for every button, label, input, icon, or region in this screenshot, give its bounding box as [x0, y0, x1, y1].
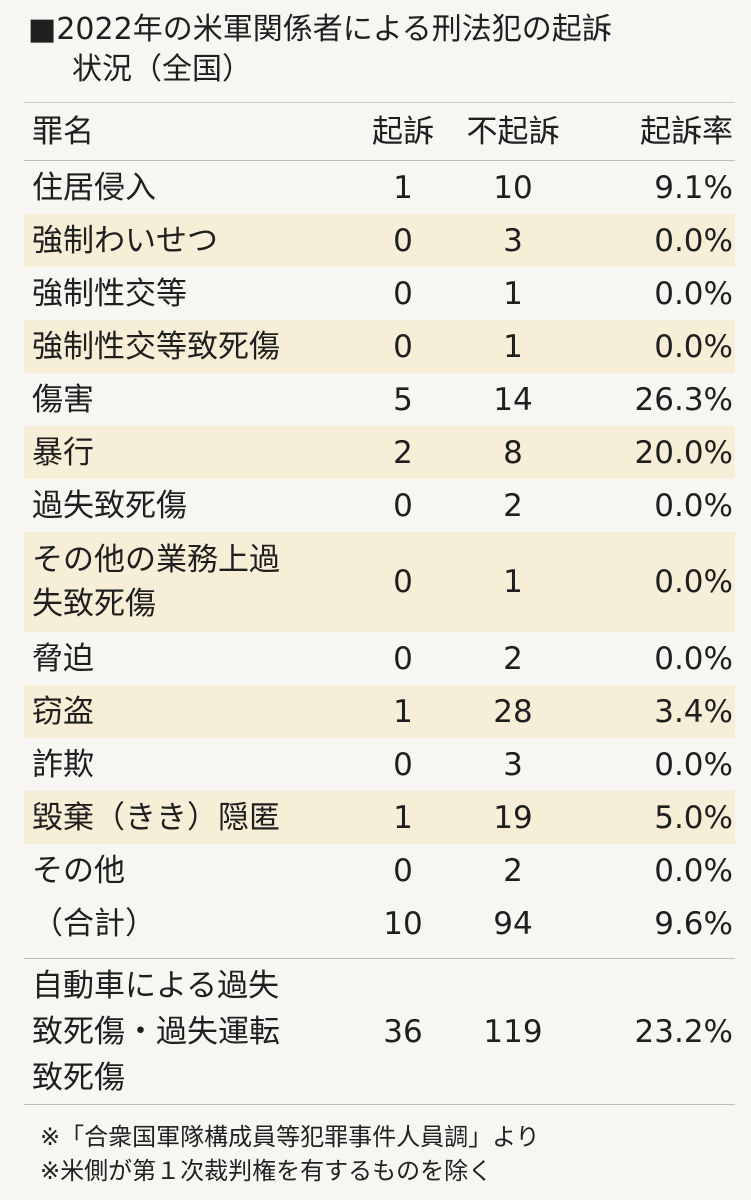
table-row: 傷害 5 14 26.3%	[24, 373, 735, 426]
row-crime: 住居侵入	[32, 169, 156, 206]
row-crime: 毀棄（きき）隠匿	[32, 799, 280, 836]
table-row: その他の業務上過 失致死傷 0 1 0.0%	[24, 532, 735, 632]
row-not-prosecuted: 3	[503, 746, 523, 783]
row-prosecuted: 2	[393, 434, 413, 471]
row-not-prosecuted: 28	[493, 693, 533, 730]
row-rate: 0.0%	[654, 487, 733, 524]
row-prosecuted: 0	[393, 222, 413, 259]
row-rate: 26.3%	[634, 381, 733, 418]
table-row: 暴行 2 8 20.0%	[24, 426, 735, 479]
total-not-prosecuted: 94	[493, 905, 533, 942]
header-prosecuted: 起訴	[372, 113, 434, 150]
total-rate: 9.6%	[654, 905, 733, 942]
header-not-prosecuted: 不起訴	[466, 113, 560, 150]
total-row: （合計） 10 94 9.6%	[24, 897, 735, 950]
source-note: ※「合衆国軍隊構成員等犯罪事件人員調」より	[40, 1123, 540, 1151]
row-rate: 0.0%	[654, 564, 733, 600]
row-prosecuted: 5	[393, 381, 413, 418]
row-not-prosecuted: 8	[503, 434, 523, 471]
row-prosecuted: 1	[393, 693, 413, 730]
exclusion-note: ※米側が第１次裁判権を有するものを除く	[40, 1157, 493, 1185]
row-prosecuted: 0	[393, 564, 413, 600]
total-crime: （合計）	[32, 905, 156, 942]
table-row: 過失致死傷 0 2 0.0%	[24, 479, 735, 532]
table-row: 詐欺 0 3 0.0%	[24, 738, 735, 791]
row-prosecuted: 0	[393, 746, 413, 783]
row-crime: その他の業務上過 失致死傷	[24, 538, 358, 626]
row-crime: 強制わいせつ	[32, 222, 218, 259]
total-prosecuted: 10	[383, 905, 423, 942]
row-rate: 3.4%	[654, 693, 733, 730]
footnotes: ※「合衆国軍隊構成員等犯罪事件人員調」より ※米側が第１次裁判権を有するものを除…	[40, 1120, 740, 1188]
row-rate: 0.0%	[654, 275, 733, 312]
vehicle-offense-prosecuted: 36	[383, 1013, 423, 1050]
title-line-2: 状況（全国）	[72, 52, 252, 87]
vehicle-offense-crime: 自動車による過失 致死傷・過失運転 致死傷	[24, 963, 358, 1101]
row-rate: 0.0%	[654, 328, 733, 365]
table-row: その他 0 2 0.0%	[24, 844, 735, 897]
row-crime: 暴行	[32, 434, 94, 471]
row-not-prosecuted: 1	[503, 328, 523, 365]
row-rate: 0.0%	[654, 746, 733, 783]
row-crime: 詐欺	[32, 746, 94, 783]
header-rate: 起訴率	[640, 113, 733, 150]
table-title: ■2022年の米軍関係者による刑法犯の起訴 状況（全国）	[28, 10, 728, 90]
row-crime: 窃盗	[32, 693, 94, 730]
total-separator	[24, 958, 735, 959]
row-crime-line-2: 失致死傷	[32, 586, 156, 622]
title-line-1: ■2022年の米軍関係者による刑法犯の起訴	[28, 12, 612, 47]
header-crime: 罪名	[32, 113, 94, 150]
prosecution-table: 罪名 起訴 不起訴 起訴率 住居侵入 1 10 9.1% 強制わいせつ 0 3 …	[24, 102, 735, 1105]
table-row: 強制性交等 0 1 0.0%	[24, 267, 735, 320]
row-prosecuted: 0	[393, 487, 413, 524]
row-prosecuted: 1	[393, 169, 413, 206]
table-top-rule	[24, 102, 735, 103]
table-row: 強制わいせつ 0 3 0.0%	[24, 214, 735, 267]
table-row: 強制性交等致死傷 0 1 0.0%	[24, 320, 735, 373]
vehicle-offense-row: 自動車による過失 致死傷・過失運転 致死傷 36 119 23.2%	[24, 959, 735, 1105]
row-not-prosecuted: 1	[503, 275, 523, 312]
row-crime: 強制性交等致死傷	[32, 328, 280, 365]
vehicle-offense-line-1: 自動車による過失	[32, 967, 280, 1004]
vehicle-offense-rate: 23.2%	[634, 1013, 733, 1050]
row-crime: その他	[32, 852, 125, 889]
table-row: 脅迫 0 2 0.0%	[24, 632, 735, 685]
row-prosecuted: 0	[393, 852, 413, 889]
row-prosecuted: 0	[393, 328, 413, 365]
row-rate: 9.1%	[654, 169, 733, 206]
row-not-prosecuted: 19	[493, 799, 533, 836]
row-crime: 傷害	[32, 381, 94, 418]
row-not-prosecuted: 10	[493, 169, 533, 206]
table-row: 住居侵入 1 10 9.1%	[24, 161, 735, 214]
table-row: 窃盗 1 28 3.4%	[24, 685, 735, 738]
row-crime: 脅迫	[32, 640, 94, 677]
row-rate: 0.0%	[654, 222, 733, 259]
row-not-prosecuted: 14	[493, 381, 533, 418]
row-crime: 過失致死傷	[32, 487, 187, 524]
row-not-prosecuted: 1	[503, 564, 523, 600]
row-rate: 20.0%	[634, 434, 733, 471]
row-not-prosecuted: 2	[503, 640, 523, 677]
table-header-row: 罪名 起訴 不起訴 起訴率	[24, 103, 735, 161]
row-not-prosecuted: 3	[503, 222, 523, 259]
row-prosecuted: 1	[393, 799, 413, 836]
row-prosecuted: 0	[393, 640, 413, 677]
row-crime-line-1: その他の業務上過	[32, 542, 280, 578]
vehicle-offense-line-2: 致死傷・過失運転	[32, 1013, 280, 1050]
vehicle-offense-not-prosecuted: 119	[483, 1013, 543, 1050]
row-prosecuted: 0	[393, 275, 413, 312]
row-not-prosecuted: 2	[503, 487, 523, 524]
row-not-prosecuted: 2	[503, 852, 523, 889]
table-row: 毀棄（きき）隠匿 1 19 5.0%	[24, 791, 735, 844]
row-rate: 5.0%	[654, 799, 733, 836]
row-crime: 強制性交等	[32, 275, 187, 312]
vehicle-offense-line-3: 致死傷	[32, 1059, 125, 1096]
row-rate: 0.0%	[654, 852, 733, 889]
row-rate: 0.0%	[654, 640, 733, 677]
